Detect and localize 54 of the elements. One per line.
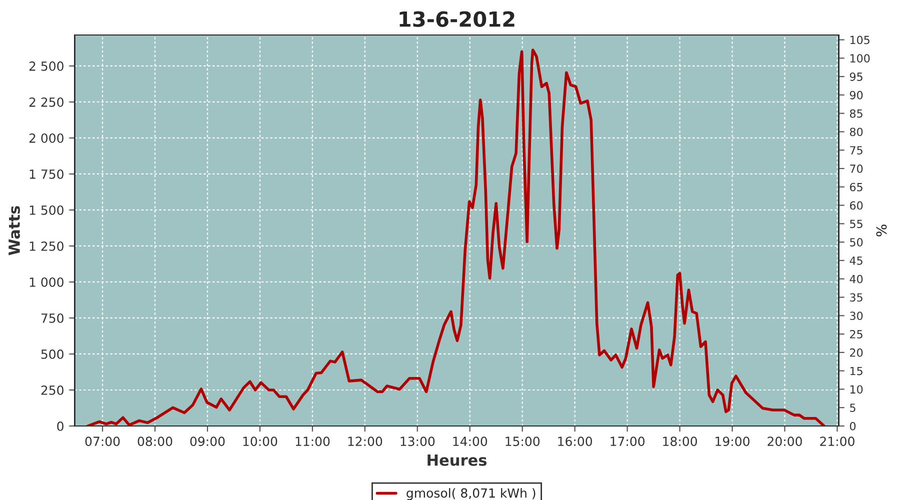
y-tick-label: 2 000 bbox=[29, 133, 64, 143]
y2-tick-label: 70 bbox=[850, 164, 863, 173]
y2-tick-label: 90 bbox=[850, 90, 863, 100]
y2-tick-label: 5 bbox=[850, 404, 856, 412]
y2-tick-label: 0 bbox=[850, 422, 856, 430]
y-tick-label: 2 250 bbox=[29, 97, 64, 107]
x-tick-label: 20:00 bbox=[768, 436, 802, 446]
y-tick-label: 250 bbox=[41, 385, 64, 395]
x-axis-title: Heures bbox=[428, 454, 487, 466]
y2-tick-label: 55 bbox=[850, 220, 862, 228]
y2-tick-label: 75 bbox=[850, 146, 862, 155]
y-tick-label: 500 bbox=[41, 349, 64, 359]
y2-tick-label: 95 bbox=[850, 72, 862, 81]
x-tick-label: 14:00 bbox=[453, 436, 488, 446]
y2-tick-label: 65 bbox=[850, 182, 862, 192]
y2-tick-label: 20 bbox=[850, 348, 863, 357]
y2-tick-label: 85 bbox=[850, 109, 862, 118]
x-tick-label: 10:00 bbox=[243, 436, 278, 446]
y-tick-label: 1 500 bbox=[30, 205, 64, 215]
x-tick-label: 17:00 bbox=[610, 436, 644, 446]
x-tick-label: 07:00 bbox=[85, 436, 120, 446]
y2-tick-label: 25 bbox=[850, 330, 862, 338]
y-tick-label: 750 bbox=[41, 313, 64, 323]
y2-tick-label: 15 bbox=[850, 366, 862, 376]
y2-tick-label: 35 bbox=[850, 293, 862, 302]
y-tick-label: 1 250 bbox=[30, 241, 64, 251]
x-tick-label: 09:00 bbox=[190, 436, 225, 446]
x-tick-label: 21:00 bbox=[820, 436, 854, 446]
chart-title: 13-6-2012 bbox=[400, 11, 514, 27]
x-tick-label: 12:00 bbox=[348, 436, 382, 446]
y2-axis-title: % bbox=[876, 224, 887, 236]
y-tick-label: 1 750 bbox=[30, 169, 64, 179]
x-tick-label: 11:00 bbox=[296, 436, 330, 446]
y2-tick-label: 80 bbox=[850, 128, 863, 136]
y2-tick-label: 30 bbox=[850, 312, 863, 320]
y-axis-title: Watts bbox=[8, 206, 20, 256]
y2-tick-label: 50 bbox=[850, 238, 863, 246]
y-tick-label: 2 500 bbox=[29, 61, 64, 71]
legend-label: gmosol( 8,071 kWh ) bbox=[406, 488, 536, 500]
y-tick-label: 0 bbox=[57, 421, 64, 431]
x-tick-label: 18:00 bbox=[663, 436, 697, 446]
y2-tick-label: 45 bbox=[850, 256, 862, 265]
y-tick-label: 1 000 bbox=[30, 277, 64, 287]
y2-tick-label: 10 bbox=[850, 385, 863, 394]
line-series bbox=[86, 48, 826, 426]
y2-tick-label: 105 bbox=[850, 36, 870, 44]
x-tick-label: 15:00 bbox=[506, 436, 540, 446]
x-tick-label: 08:00 bbox=[138, 436, 172, 446]
y2-tick-label: 60 bbox=[850, 201, 863, 210]
x-tick-label: 19:00 bbox=[716, 436, 750, 446]
x-tick-label: 13:00 bbox=[400, 436, 435, 446]
y2-tick-label: 100 bbox=[850, 54, 870, 63]
x-tick-label: 16:00 bbox=[558, 436, 592, 446]
y2-tick-label: 40 bbox=[850, 274, 863, 284]
